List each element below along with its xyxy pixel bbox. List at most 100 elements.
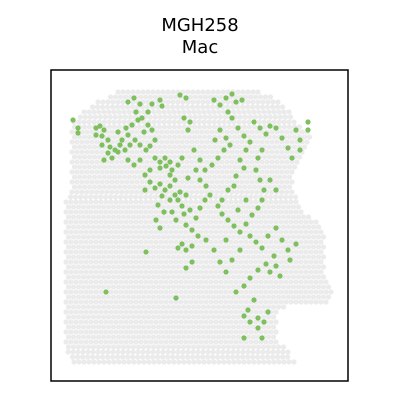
background-spot [220,254,227,260]
background-spot [79,149,85,155]
background-spot [245,294,252,300]
background-spot [278,209,284,215]
background-spot [110,294,117,300]
background-spot [192,94,199,100]
data-point [185,175,191,181]
background-spot [165,89,171,95]
background-spot [163,339,169,345]
background-spot [220,224,227,230]
background-spot [208,309,214,315]
background-spot [255,214,262,220]
background-spot [200,344,207,350]
background-spot [225,324,232,330]
background-spot [291,134,298,140]
background-spot [135,264,142,270]
background-spot [253,199,259,205]
data-point [231,223,237,229]
background-spot [111,134,118,140]
background-spot [149,189,155,195]
background-spot [145,284,152,290]
background-spot [278,289,284,295]
background-spot [258,289,264,295]
background-spot [70,349,76,355]
background-spot [208,339,214,345]
background-spot [216,134,223,140]
background-spot [239,189,245,195]
background-spot [200,334,207,340]
background-spot [86,144,93,150]
background-spot [70,344,77,350]
data-point [229,115,235,121]
background-spot [252,94,259,100]
background-spot [148,259,154,265]
background-spot [208,279,214,285]
background-spot [88,239,94,245]
background-spot [78,199,84,205]
background-spot [219,169,225,175]
background-spot [160,254,167,260]
background-spot [94,189,100,195]
background-spot [117,114,124,120]
data-point [161,209,167,215]
background-spot [184,354,191,360]
background-spot [320,264,327,270]
background-spot [88,279,94,285]
background-spot [110,314,117,320]
background-spot [222,194,229,200]
background-spot [233,219,239,225]
background-spot [191,119,197,125]
background-spot [110,244,117,250]
background-spot [238,329,244,335]
data-point [105,150,111,156]
background-spot [90,294,97,300]
background-spot [135,234,142,240]
background-spot [136,174,143,180]
background-spot [318,289,324,295]
background-spot [210,224,217,230]
background-spot [238,289,244,295]
background-spot [184,104,191,110]
background-spot [315,264,322,270]
background-spot [150,334,157,340]
background-spot [198,269,204,275]
background-spot [73,199,79,205]
background-spot [284,129,290,135]
background-spot [195,99,201,105]
background-spot [166,109,172,115]
background-spot [305,214,312,220]
background-spot [80,244,87,250]
background-spot [121,359,127,365]
background-spot [69,179,75,185]
data-point [285,145,291,151]
background-spot [281,124,288,130]
background-spot [231,144,238,150]
background-spot [239,104,246,110]
background-spot [91,154,98,160]
background-spot [264,149,270,155]
background-spot [216,184,223,190]
background-spot [120,314,127,320]
background-spot [300,224,307,230]
background-spot [148,279,154,285]
background-spot [241,184,248,190]
background-spot [130,304,137,310]
background-spot [246,184,253,190]
data-point [147,143,153,149]
background-spot [190,304,197,310]
background-spot [96,164,103,170]
background-spot [99,104,106,110]
background-spot [250,204,257,210]
background-spot [123,329,129,335]
background-spot [281,154,288,160]
background-spot [205,254,212,260]
background-spot [129,104,136,110]
background-spot [275,294,282,300]
background-spot [241,124,248,130]
background-spot [188,219,194,225]
background-spot [93,239,99,245]
background-spot [181,119,187,125]
background-spot [234,104,241,110]
background-spot [118,249,124,255]
background-spot [199,139,205,145]
data-point [177,189,183,195]
